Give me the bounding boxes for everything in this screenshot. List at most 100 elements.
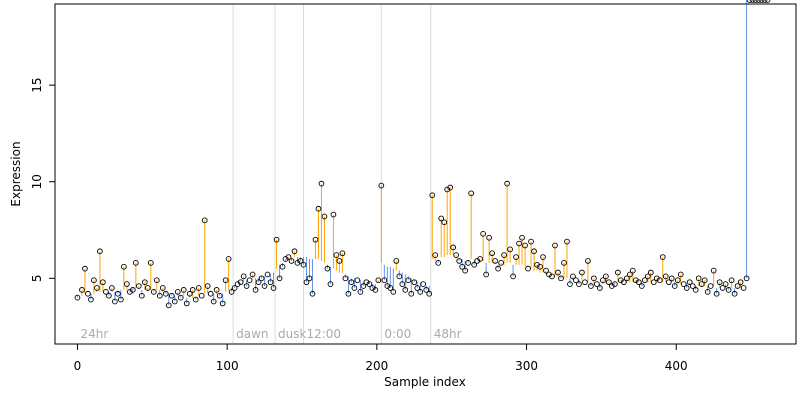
data-point <box>719 285 726 291</box>
data-point <box>91 277 97 284</box>
data-point <box>306 275 313 282</box>
data-point <box>764 0 771 3</box>
data-point <box>677 271 684 278</box>
data-point <box>471 261 478 268</box>
data-point <box>195 285 202 291</box>
data-point <box>480 231 486 237</box>
x-tick-label: 400 <box>665 359 688 373</box>
data-point <box>168 292 175 299</box>
data-point <box>174 288 181 295</box>
data-point <box>641 277 648 284</box>
region-label: 48hr <box>434 327 462 341</box>
data-point <box>507 246 513 253</box>
data-point <box>486 234 492 241</box>
data-point <box>357 288 364 295</box>
data-point <box>549 273 555 280</box>
data-point <box>79 287 85 293</box>
data-point <box>429 192 436 199</box>
data-point <box>144 285 151 291</box>
y-axis: 5 10 15 <box>30 77 55 282</box>
data-point <box>375 277 382 284</box>
region-label: 0:00 <box>384 327 411 341</box>
data-point <box>597 285 603 291</box>
data-point <box>606 279 612 286</box>
data-point <box>231 285 238 291</box>
data-point <box>564 238 570 245</box>
data-point <box>207 290 214 297</box>
data-point <box>309 290 316 297</box>
data-point <box>198 292 205 299</box>
data-point <box>402 287 409 293</box>
region-label: 12:00 <box>306 327 341 341</box>
data-point <box>321 213 328 220</box>
data-point <box>153 277 160 284</box>
data-point <box>300 261 307 268</box>
data-point <box>159 285 166 291</box>
data-point <box>522 242 528 249</box>
x-axis: 0 100 200 300 400 <box>74 344 688 373</box>
data-point <box>540 254 546 260</box>
data-point <box>393 258 400 264</box>
data-point <box>315 205 322 212</box>
data-point <box>255 279 262 286</box>
data-point <box>582 279 588 286</box>
x-tick-label: 200 <box>365 359 388 373</box>
data-point <box>177 294 184 301</box>
data-point <box>695 275 702 282</box>
data-point <box>147 260 154 266</box>
data-point <box>492 258 498 264</box>
data-point <box>345 290 352 297</box>
x-tick-label: 100 <box>216 359 239 373</box>
data-point <box>348 279 355 286</box>
data-point <box>731 290 738 297</box>
data-point <box>85 290 91 297</box>
data-point <box>659 254 666 260</box>
data-point <box>615 269 621 276</box>
y-tick-label: 15 <box>30 77 44 92</box>
data-point <box>150 288 157 295</box>
data-point <box>109 285 115 291</box>
data-point <box>510 273 516 280</box>
data-point <box>516 240 522 247</box>
data-point <box>135 283 142 289</box>
x-tick-label: 0 <box>74 359 82 373</box>
data-point <box>252 287 259 293</box>
data-point <box>228 288 235 295</box>
data-point <box>426 290 433 297</box>
data-point <box>279 263 286 270</box>
data-point <box>132 260 139 266</box>
data-point <box>555 269 561 276</box>
data-point <box>112 298 118 305</box>
data-point <box>570 273 576 280</box>
data-point <box>644 273 651 280</box>
data-point <box>171 298 178 305</box>
data-point <box>537 263 543 270</box>
data-point <box>626 271 633 278</box>
data-point <box>129 287 136 293</box>
data-point <box>680 281 687 287</box>
data-point <box>288 258 295 264</box>
data-point <box>94 285 100 291</box>
data-point <box>674 277 681 284</box>
data-point <box>121 263 127 270</box>
data-point <box>378 182 385 189</box>
data-point <box>312 236 319 243</box>
plot-frame <box>54 3 797 345</box>
data-point <box>297 258 304 264</box>
data-point <box>531 248 537 255</box>
data-point <box>189 287 196 293</box>
data-point <box>100 279 106 286</box>
x-axis-title: Sample index <box>384 375 466 389</box>
data-point <box>740 285 747 291</box>
data-point <box>749 0 756 3</box>
y-tick-label: 10 <box>30 174 44 189</box>
data-point <box>525 265 531 272</box>
data-point <box>650 279 657 286</box>
data-point <box>752 0 759 3</box>
data-point <box>579 269 585 276</box>
data-point <box>204 283 211 289</box>
data-point <box>354 277 361 284</box>
data-point <box>513 254 519 260</box>
data-point <box>183 300 190 307</box>
data-point <box>561 260 567 266</box>
